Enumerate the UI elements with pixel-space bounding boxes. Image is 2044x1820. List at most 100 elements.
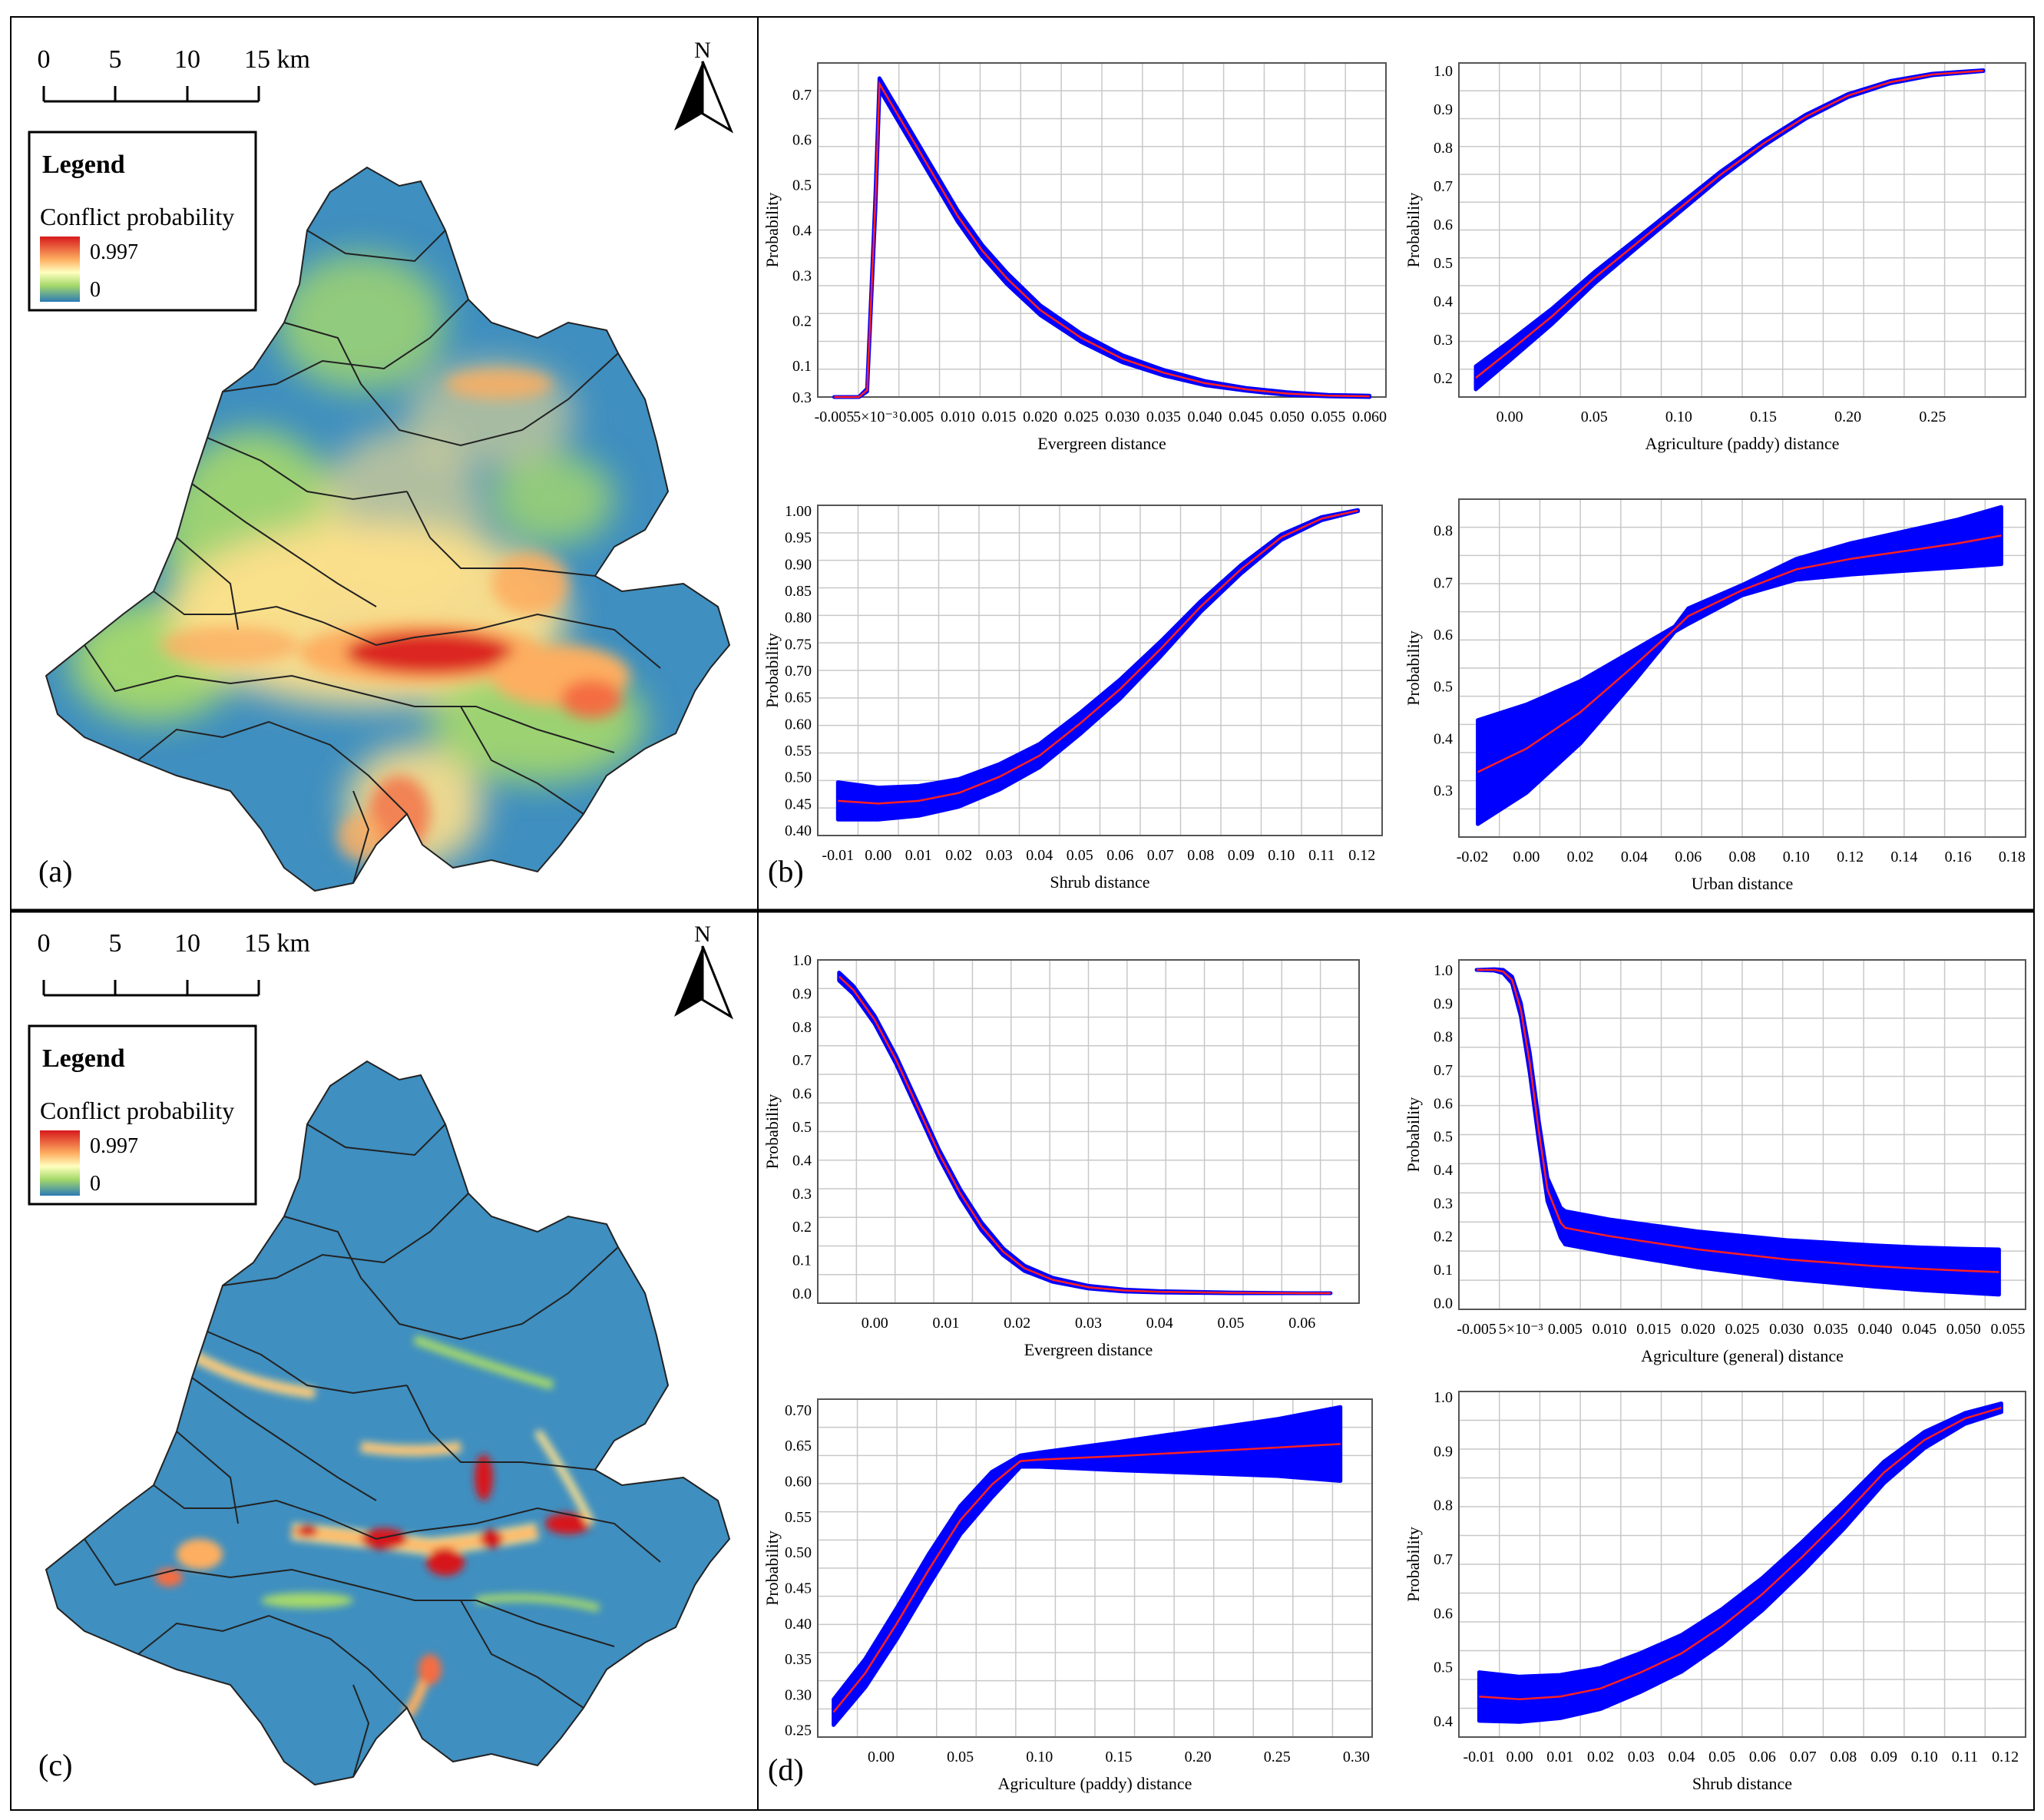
scale-bar: 0 5 10 15 km <box>38 45 310 103</box>
x-tick-label: 0.045 <box>1229 409 1263 425</box>
y-tick-label: 0.6 <box>792 1086 812 1103</box>
x-tick-label: 0.10 <box>1911 1749 1938 1765</box>
svg-text:N: N <box>694 38 711 63</box>
y-tick-label: 0.1 <box>1434 1262 1453 1279</box>
x-tick-label: 0.25 <box>1264 1749 1291 1765</box>
y-tick-label: 0.9 <box>1434 1443 1453 1460</box>
x-tick-label: 0.12 <box>1837 849 1864 865</box>
x-tick-label: 0.010 <box>1593 1321 1627 1338</box>
x-tick-label: 0.00 <box>1507 1749 1533 1765</box>
x-tick-label: 0.08 <box>1729 849 1756 865</box>
x-axis-label: Agriculture (paddy) distance <box>998 1774 1192 1793</box>
x-tick-label: 0.25 <box>1919 409 1946 425</box>
y-tick-label: 0.0 <box>792 1286 812 1302</box>
x-tick-label: 0.06 <box>1749 1749 1776 1765</box>
plot-frame <box>817 505 1383 836</box>
y-tick-label: 0.5 <box>1434 255 1453 272</box>
x-axis-label: Shrub distance <box>1692 1774 1792 1793</box>
x-tick-label: 0.00 <box>862 1315 888 1332</box>
x-tick-label: 0.12 <box>1992 1749 2019 1765</box>
x-tick-label: 0.10 <box>1026 1749 1053 1765</box>
x-tick-label: 0.00 <box>1497 409 1523 425</box>
legend-title: Legend <box>42 1044 125 1073</box>
y-tick-label: 0.0 <box>1434 1295 1453 1312</box>
scale-tick-5: 5 <box>109 929 122 958</box>
y-tick-label: 0.70 <box>785 663 812 680</box>
x-tick-label: 0.04 <box>1026 847 1053 864</box>
figure-frame <box>10 16 2035 1811</box>
x-tick-label: 0.11 <box>1952 1749 1978 1765</box>
y-axis-label: Probability <box>1404 1097 1423 1173</box>
y-tick-label: 0.7 <box>1434 1062 1453 1079</box>
x-axis-label: Shrub distance <box>1050 872 1149 892</box>
plot-frame <box>1458 1391 2026 1738</box>
x-tick-label: 0.15 <box>1105 1749 1132 1765</box>
x-tick-label: 0.00 <box>1513 849 1540 865</box>
y-tick-label: 0.8 <box>792 1019 812 1036</box>
plot-frame <box>1458 62 2026 398</box>
y-tick-label: 0.25 <box>785 1722 812 1739</box>
scale-tick-10: 10 <box>174 45 200 74</box>
y-tick-label: 0.2 <box>1434 1229 1453 1246</box>
y-tick-label: 0.70 <box>785 1402 812 1419</box>
y-tick-label: 0.2 <box>792 1219 812 1236</box>
x-tick-label: 0.12 <box>1348 847 1375 864</box>
confidence-band <box>837 971 1333 1296</box>
x-tick-label: 0.06 <box>1675 849 1702 865</box>
plot-frame <box>817 959 1360 1304</box>
scale-tick-0: 0 <box>38 929 51 958</box>
y-tick-label: 0.6 <box>1434 1605 1453 1622</box>
x-axis-label: Evergreen distance <box>1024 1340 1153 1359</box>
y-tick-label: 0.5 <box>1434 679 1453 696</box>
x-tick-label: 0.020 <box>1023 409 1057 425</box>
x-axis-label: Evergreen distance <box>1037 434 1166 453</box>
y-tick-label: 0.3 <box>1434 332 1453 349</box>
y-tick-label: 0.3 <box>1434 1195 1453 1212</box>
y-tick-label: 0.6 <box>792 132 812 149</box>
scale-tick-5: 5 <box>109 45 122 74</box>
x-tick-label: 0.010 <box>941 409 975 425</box>
chart-6: -0.005 5×10⁻³ 0.005 0.010 0.015 0.020 0.025 0.0… <box>1404 959 2026 1365</box>
y-tick-label: 0.55 <box>785 1509 812 1526</box>
y-tick-label: 0.35 <box>785 1651 812 1668</box>
y-tick-label: 0.5 <box>792 177 812 194</box>
x-tick-label: 0.10 <box>1268 847 1295 864</box>
y-axis-label: Probability <box>762 1530 782 1606</box>
x-tick-label: 0.18 <box>1999 849 2026 865</box>
y-tick-label: 0.3 <box>792 1186 812 1203</box>
x-tick-label: 0.01 <box>932 1315 959 1332</box>
panel-label-d: (d) <box>768 1752 804 1787</box>
y-tick-label: 1.00 <box>785 503 812 520</box>
panel-label-b: (b) <box>768 854 804 888</box>
y-tick-label: 0.80 <box>785 610 812 627</box>
legend-high-value: 0.997 <box>90 240 138 264</box>
x-tick-label: 0.035 <box>1814 1321 1848 1338</box>
y-tick-label: 0.3 <box>1434 783 1453 799</box>
north-arrow-icon: N <box>674 38 734 134</box>
x-tick-label: 0.05 <box>1708 1749 1735 1765</box>
y-tick-label: 0.7 <box>792 87 812 104</box>
y-tick-label: 0.50 <box>785 769 812 786</box>
legend-subtitle: Conflict probability <box>40 203 234 230</box>
x-tick-label: 0.06 <box>1106 847 1133 864</box>
y-tick-label: 0.7 <box>1434 1551 1453 1568</box>
x-tick-label: 0.060 <box>1352 409 1387 425</box>
x-tick-label: 0.07 <box>1147 847 1174 864</box>
gridlines <box>1459 63 2026 397</box>
y-tick-label: 0.75 <box>785 636 812 653</box>
y-tick-label: 0.5 <box>1434 1660 1453 1676</box>
x-tick-label: 0.050 <box>1270 409 1305 425</box>
y-tick-label: 0.9 <box>1434 995 1453 1012</box>
x-tick-label: 0.030 <box>1105 409 1139 425</box>
x-tick-label: 5×10⁻³ <box>853 409 898 425</box>
x-tick-label: 0.04 <box>1621 849 1648 865</box>
x-tick-label: 0.01 <box>1546 1749 1573 1765</box>
x-tick-label: 0.11 <box>1308 847 1335 864</box>
x-tick-label: -0.02 <box>1457 849 1489 865</box>
x-tick-label: 0.02 <box>1587 1749 1614 1765</box>
y-axis-label: Probability <box>1404 193 1423 268</box>
chart-4: -0.02 0.00 0.02 0.04 0.06 0.08 0.10 0.12 0.14 0.1… <box>1404 498 2026 893</box>
legend-low-value: 0 <box>90 278 101 302</box>
